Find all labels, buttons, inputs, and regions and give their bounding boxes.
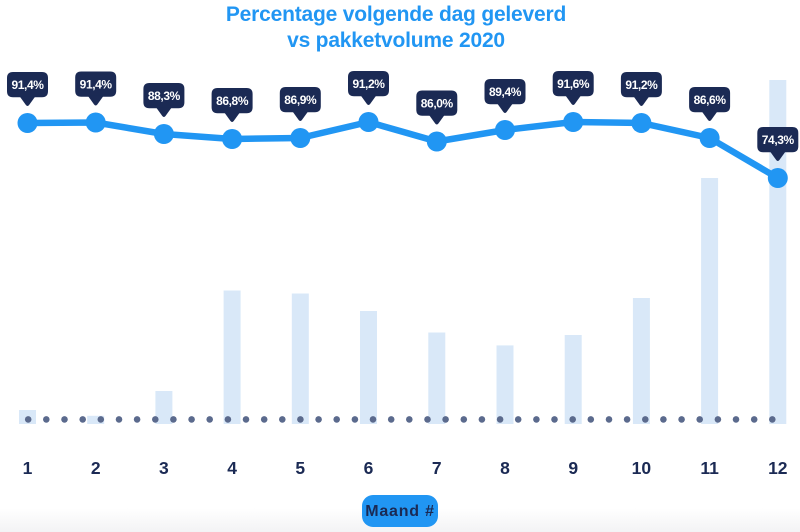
svg-text:86,0%: 86,0% (421, 97, 454, 111)
svg-text:10: 10 (632, 458, 652, 478)
svg-text:5: 5 (295, 458, 305, 478)
svg-text:3: 3 (159, 458, 169, 478)
svg-text:6: 6 (364, 458, 374, 478)
svg-text:91,2%: 91,2% (625, 78, 658, 92)
svg-text:88,3%: 88,3% (148, 89, 181, 103)
svg-text:91,4%: 91,4% (80, 78, 113, 92)
svg-text:74,3%: 74,3% (762, 133, 795, 147)
svg-text:7: 7 (432, 458, 442, 478)
svg-text:1: 1 (23, 458, 33, 478)
svg-text:4: 4 (227, 458, 237, 478)
svg-text:91,6%: 91,6% (557, 77, 590, 91)
svg-text:91,4%: 91,4% (11, 78, 44, 92)
svg-text:86,9%: 86,9% (284, 93, 317, 107)
svg-text:86,6%: 86,6% (694, 93, 727, 107)
svg-text:2: 2 (91, 458, 101, 478)
svg-text:9: 9 (568, 458, 578, 478)
svg-text:86,8%: 86,8% (216, 94, 249, 108)
svg-text:91,2%: 91,2% (352, 77, 385, 91)
svg-text:89,4%: 89,4% (489, 85, 522, 99)
svg-text:11: 11 (700, 458, 719, 478)
svg-text:8: 8 (500, 458, 510, 478)
svg-text:12: 12 (768, 458, 788, 478)
